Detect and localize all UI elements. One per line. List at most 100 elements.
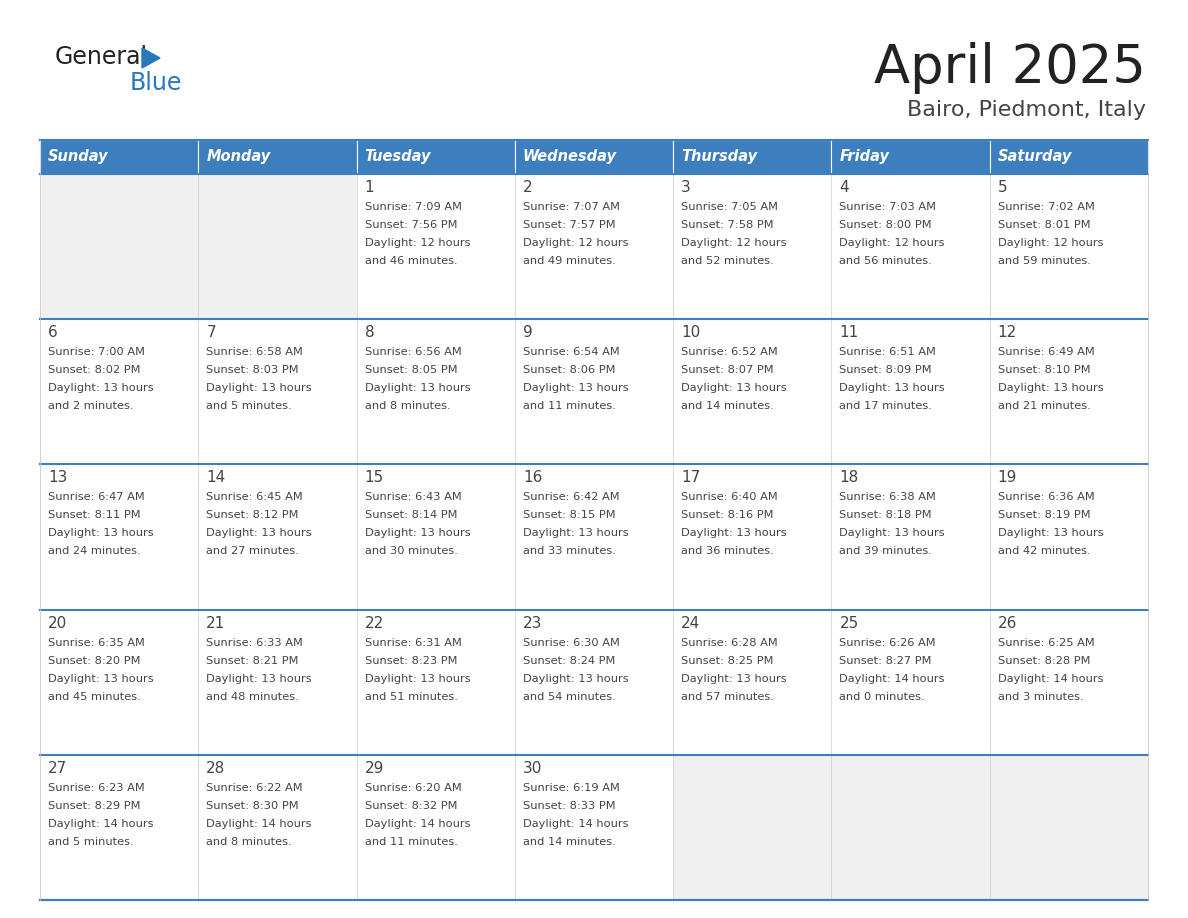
FancyBboxPatch shape <box>514 610 674 755</box>
Text: Daylight: 13 hours: Daylight: 13 hours <box>48 383 153 393</box>
Text: Sunset: 8:11 PM: Sunset: 8:11 PM <box>48 510 140 521</box>
Text: and 14 minutes.: and 14 minutes. <box>681 401 773 411</box>
Text: Sunrise: 6:20 AM: Sunrise: 6:20 AM <box>365 783 461 793</box>
Text: Sunrise: 6:42 AM: Sunrise: 6:42 AM <box>523 492 619 502</box>
Text: and 59 minutes.: and 59 minutes. <box>998 256 1091 266</box>
FancyBboxPatch shape <box>674 319 832 465</box>
Text: Sunset: 8:01 PM: Sunset: 8:01 PM <box>998 220 1091 230</box>
Text: 21: 21 <box>207 616 226 631</box>
FancyBboxPatch shape <box>514 755 674 900</box>
FancyBboxPatch shape <box>40 465 198 610</box>
Text: 5: 5 <box>998 180 1007 195</box>
Text: Blue: Blue <box>129 71 183 95</box>
FancyBboxPatch shape <box>356 174 514 319</box>
Text: Sunrise: 6:49 AM: Sunrise: 6:49 AM <box>998 347 1094 357</box>
Text: Sunrise: 6:30 AM: Sunrise: 6:30 AM <box>523 638 620 647</box>
Text: Sunset: 8:20 PM: Sunset: 8:20 PM <box>48 655 140 666</box>
Text: Sunrise: 6:33 AM: Sunrise: 6:33 AM <box>207 638 303 647</box>
Text: 15: 15 <box>365 470 384 486</box>
Text: Sunrise: 6:19 AM: Sunrise: 6:19 AM <box>523 783 620 793</box>
Text: Daylight: 13 hours: Daylight: 13 hours <box>207 529 312 538</box>
Text: Sunrise: 7:00 AM: Sunrise: 7:00 AM <box>48 347 145 357</box>
Text: Sunrise: 7:07 AM: Sunrise: 7:07 AM <box>523 202 620 212</box>
Text: 29: 29 <box>365 761 384 776</box>
Text: and 5 minutes.: and 5 minutes. <box>207 401 292 411</box>
FancyBboxPatch shape <box>198 465 356 610</box>
FancyBboxPatch shape <box>674 610 832 755</box>
FancyBboxPatch shape <box>990 319 1148 465</box>
FancyBboxPatch shape <box>356 610 514 755</box>
Text: and 8 minutes.: and 8 minutes. <box>365 401 450 411</box>
Text: and 45 minutes.: and 45 minutes. <box>48 691 140 701</box>
Text: Sunset: 7:57 PM: Sunset: 7:57 PM <box>523 220 615 230</box>
FancyBboxPatch shape <box>674 140 832 174</box>
FancyBboxPatch shape <box>674 465 832 610</box>
FancyBboxPatch shape <box>832 319 990 465</box>
FancyBboxPatch shape <box>990 174 1148 319</box>
Text: Daylight: 13 hours: Daylight: 13 hours <box>48 674 153 684</box>
Text: and 8 minutes.: and 8 minutes. <box>207 837 292 846</box>
Text: 8: 8 <box>365 325 374 341</box>
Text: Daylight: 13 hours: Daylight: 13 hours <box>207 383 312 393</box>
Text: Sunrise: 6:40 AM: Sunrise: 6:40 AM <box>681 492 778 502</box>
Text: Sunset: 8:28 PM: Sunset: 8:28 PM <box>998 655 1091 666</box>
Text: and 3 minutes.: and 3 minutes. <box>998 691 1083 701</box>
Text: and 49 minutes.: and 49 minutes. <box>523 256 615 266</box>
Text: Sunrise: 6:25 AM: Sunrise: 6:25 AM <box>998 638 1094 647</box>
Text: and 2 minutes.: and 2 minutes. <box>48 401 133 411</box>
FancyBboxPatch shape <box>356 319 514 465</box>
Text: Tuesday: Tuesday <box>365 150 431 164</box>
Text: Sunset: 8:10 PM: Sunset: 8:10 PM <box>998 365 1091 375</box>
Text: 7: 7 <box>207 325 216 341</box>
Text: Thursday: Thursday <box>681 150 757 164</box>
Text: and 39 minutes.: and 39 minutes. <box>840 546 933 556</box>
Text: Sunset: 8:15 PM: Sunset: 8:15 PM <box>523 510 615 521</box>
FancyBboxPatch shape <box>198 319 356 465</box>
Text: April 2025: April 2025 <box>874 42 1146 94</box>
FancyBboxPatch shape <box>990 755 1148 900</box>
Text: Sunset: 8:09 PM: Sunset: 8:09 PM <box>840 365 933 375</box>
Text: 4: 4 <box>840 180 849 195</box>
Text: Sunset: 8:12 PM: Sunset: 8:12 PM <box>207 510 299 521</box>
Text: 20: 20 <box>48 616 68 631</box>
Text: and 5 minutes.: and 5 minutes. <box>48 837 133 846</box>
Text: Sunday: Sunday <box>48 150 108 164</box>
Text: Friday: Friday <box>840 150 890 164</box>
Text: Sunrise: 6:52 AM: Sunrise: 6:52 AM <box>681 347 778 357</box>
FancyBboxPatch shape <box>40 319 198 465</box>
Text: Monday: Monday <box>207 150 271 164</box>
Text: Wednesday: Wednesday <box>523 150 617 164</box>
Text: Daylight: 13 hours: Daylight: 13 hours <box>681 383 786 393</box>
Text: Daylight: 13 hours: Daylight: 13 hours <box>998 383 1104 393</box>
Text: Sunrise: 6:31 AM: Sunrise: 6:31 AM <box>365 638 461 647</box>
Text: 25: 25 <box>840 616 859 631</box>
Text: Sunrise: 6:23 AM: Sunrise: 6:23 AM <box>48 783 145 793</box>
Text: Sunrise: 6:26 AM: Sunrise: 6:26 AM <box>840 638 936 647</box>
Text: Sunset: 8:30 PM: Sunset: 8:30 PM <box>207 800 299 811</box>
Text: Sunset: 8:19 PM: Sunset: 8:19 PM <box>998 510 1091 521</box>
Text: 18: 18 <box>840 470 859 486</box>
Text: 23: 23 <box>523 616 542 631</box>
Text: Sunrise: 6:58 AM: Sunrise: 6:58 AM <box>207 347 303 357</box>
FancyBboxPatch shape <box>198 140 356 174</box>
Text: Daylight: 14 hours: Daylight: 14 hours <box>48 819 153 829</box>
FancyBboxPatch shape <box>40 174 198 319</box>
Text: 13: 13 <box>48 470 68 486</box>
Text: Daylight: 13 hours: Daylight: 13 hours <box>523 529 628 538</box>
Text: Sunrise: 7:03 AM: Sunrise: 7:03 AM <box>840 202 936 212</box>
Text: and 51 minutes.: and 51 minutes. <box>365 691 457 701</box>
Text: Sunrise: 6:51 AM: Sunrise: 6:51 AM <box>840 347 936 357</box>
Text: Sunset: 8:23 PM: Sunset: 8:23 PM <box>365 655 457 666</box>
Text: Daylight: 13 hours: Daylight: 13 hours <box>365 529 470 538</box>
Text: Daylight: 14 hours: Daylight: 14 hours <box>365 819 470 829</box>
Text: Sunrise: 7:02 AM: Sunrise: 7:02 AM <box>998 202 1094 212</box>
Text: Sunrise: 7:09 AM: Sunrise: 7:09 AM <box>365 202 462 212</box>
Text: and 24 minutes.: and 24 minutes. <box>48 546 140 556</box>
Text: 16: 16 <box>523 470 542 486</box>
Text: and 56 minutes.: and 56 minutes. <box>840 256 933 266</box>
Text: Daylight: 13 hours: Daylight: 13 hours <box>998 529 1104 538</box>
Text: and 36 minutes.: and 36 minutes. <box>681 546 773 556</box>
Text: Daylight: 14 hours: Daylight: 14 hours <box>998 674 1104 684</box>
Text: 22: 22 <box>365 616 384 631</box>
Text: Sunset: 8:25 PM: Sunset: 8:25 PM <box>681 655 773 666</box>
